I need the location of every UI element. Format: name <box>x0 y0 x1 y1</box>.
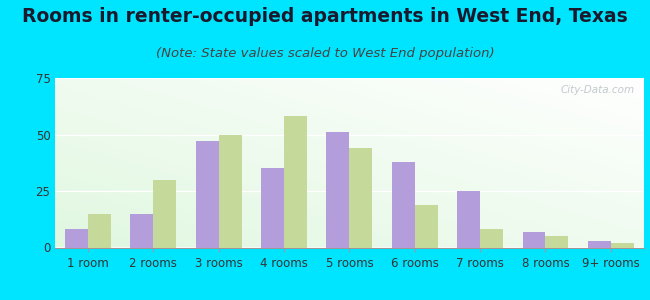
Bar <box>284 116 307 248</box>
Text: Rooms in renter-occupied apartments in West End, Texas: Rooms in renter-occupied apartments in W… <box>22 8 628 26</box>
Text: (Note: State values scaled to West End population): (Note: State values scaled to West End p… <box>156 46 494 59</box>
Bar <box>131 214 153 248</box>
Bar <box>350 148 372 247</box>
Bar <box>196 141 218 247</box>
Bar <box>457 191 480 247</box>
Bar <box>415 205 437 248</box>
Bar <box>588 241 611 248</box>
Legend: West End, Texas: West End, Texas <box>266 298 433 300</box>
Bar <box>611 243 634 248</box>
Bar <box>392 162 415 248</box>
Bar <box>218 134 242 248</box>
Bar <box>326 132 350 248</box>
Bar <box>65 230 88 247</box>
Bar <box>88 214 110 248</box>
Text: City-Data.com: City-Data.com <box>560 85 634 95</box>
Bar <box>480 230 503 247</box>
Bar <box>545 236 568 248</box>
Bar <box>153 180 176 248</box>
Bar <box>523 232 545 247</box>
Bar <box>261 168 284 248</box>
